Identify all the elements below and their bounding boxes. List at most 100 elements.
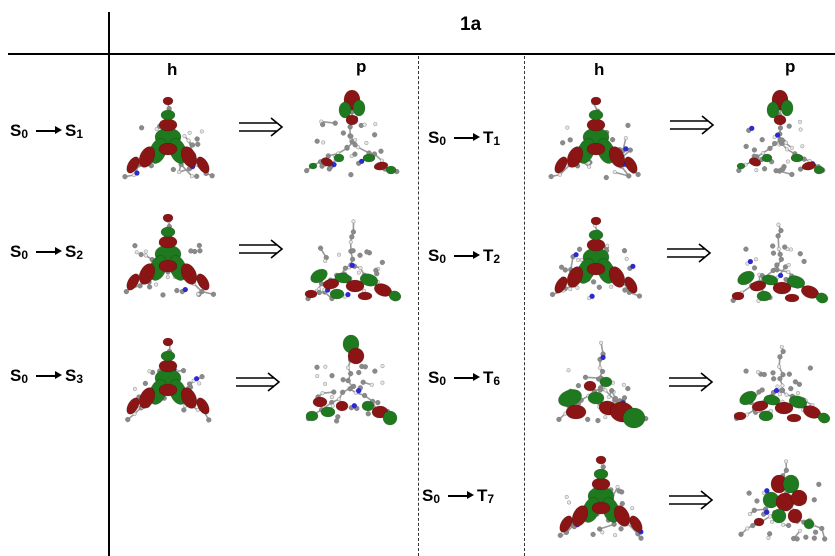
atom xyxy=(612,395,619,402)
to-subscript: 2 xyxy=(493,252,501,266)
atom xyxy=(786,522,792,529)
atom xyxy=(766,536,771,541)
atom xyxy=(348,240,353,245)
orbital-lobe xyxy=(786,413,802,423)
atom xyxy=(797,251,803,257)
orbital-lobe xyxy=(126,156,140,174)
atom xyxy=(630,506,635,511)
orbital-lobe xyxy=(766,101,780,119)
atom xyxy=(575,383,582,389)
atom xyxy=(777,364,782,369)
atom xyxy=(342,265,348,271)
orbital-lobe xyxy=(784,293,800,303)
atom xyxy=(134,250,139,255)
atom xyxy=(323,364,328,369)
orbital-lobe xyxy=(320,157,334,167)
atom xyxy=(332,120,338,126)
atom xyxy=(188,248,194,254)
atom xyxy=(340,377,346,383)
atom xyxy=(323,381,328,386)
to-subscript: 7 xyxy=(487,492,495,506)
atom xyxy=(597,387,603,393)
atom xyxy=(187,130,192,135)
atom xyxy=(348,371,354,377)
dotted-separator-left xyxy=(418,56,419,556)
orbital-lobe xyxy=(737,270,755,286)
vertical-rule xyxy=(108,12,110,556)
nitrogen-atom xyxy=(194,376,200,382)
orbital-lobe xyxy=(180,263,198,285)
atom xyxy=(807,365,813,371)
atom xyxy=(199,374,205,380)
orbital-lobe xyxy=(559,515,573,533)
atom xyxy=(323,258,328,263)
atom xyxy=(316,289,322,296)
orbital-lobe xyxy=(586,142,606,156)
double-arrow-icon xyxy=(669,490,714,510)
atom xyxy=(811,497,817,503)
atom xyxy=(599,368,606,375)
atom xyxy=(585,416,591,423)
orbital-lobe xyxy=(780,99,794,117)
atom xyxy=(177,170,182,175)
nitrogen-atom xyxy=(749,125,755,131)
orbital-lobe xyxy=(196,156,210,174)
nitrogen-atom xyxy=(345,291,351,298)
atom xyxy=(132,386,137,391)
to-state: S xyxy=(65,366,77,385)
atom xyxy=(186,381,193,387)
atom xyxy=(369,382,374,387)
orbital-lobe xyxy=(180,387,198,409)
atom xyxy=(783,140,788,145)
arrow-icon xyxy=(454,374,481,381)
orbital-lobe xyxy=(629,515,643,533)
atom xyxy=(777,251,783,257)
to-state: S xyxy=(65,242,77,261)
atom xyxy=(582,374,589,380)
atom xyxy=(767,145,773,152)
atom xyxy=(767,531,773,537)
atom xyxy=(603,174,609,181)
orbital-lobe xyxy=(322,278,340,290)
orbital-lobe xyxy=(622,407,646,429)
atom xyxy=(352,151,358,157)
orbital-lobe xyxy=(305,410,319,422)
atom xyxy=(372,132,378,138)
orbital-lobe xyxy=(590,216,602,226)
orbital-lobe xyxy=(158,383,178,397)
atom xyxy=(556,416,562,423)
orbital-lobe xyxy=(345,114,359,126)
atom xyxy=(756,298,761,303)
atom xyxy=(562,267,568,273)
orbital-lobe xyxy=(388,290,402,302)
nitrogen-atom xyxy=(134,170,140,176)
atom xyxy=(798,119,803,124)
atom xyxy=(358,266,363,271)
atom xyxy=(786,371,792,377)
orbital-lobe xyxy=(733,411,747,421)
atom xyxy=(194,173,200,179)
orbital-lobe xyxy=(565,404,587,420)
atom xyxy=(751,147,758,153)
atom xyxy=(374,271,380,277)
atom xyxy=(330,403,335,408)
orbital-lobe xyxy=(763,394,781,406)
double-arrow-icon xyxy=(236,372,281,392)
atom xyxy=(353,137,358,142)
atom xyxy=(139,125,145,131)
atom xyxy=(738,531,744,537)
orbital-lobe xyxy=(196,273,210,291)
atom xyxy=(761,371,767,378)
atom xyxy=(210,291,217,297)
nitrogen-atom xyxy=(777,272,784,279)
arrow-icon xyxy=(454,134,481,141)
arrow-icon xyxy=(36,248,63,255)
atom xyxy=(372,368,378,374)
orbital-lobe xyxy=(624,156,638,174)
atom xyxy=(625,122,631,128)
orbital-lobe xyxy=(586,262,606,276)
atom xyxy=(771,376,777,382)
orbital-lobe xyxy=(554,156,568,174)
orbital-lobe xyxy=(180,146,198,168)
